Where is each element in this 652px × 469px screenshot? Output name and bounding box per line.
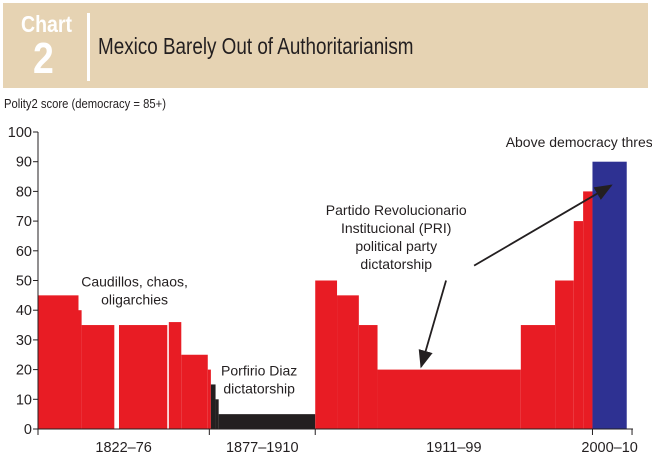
bar: [210, 384, 216, 429]
bar: [81, 325, 115, 429]
bar: [118, 325, 168, 429]
bar: [337, 295, 359, 429]
y-tick-label: 30: [16, 333, 32, 349]
bar: [573, 221, 584, 429]
y-tick-label: 20: [16, 363, 32, 379]
bar: [555, 280, 574, 429]
x-period-label: 2000–10: [581, 440, 637, 456]
y-tick-label: 10: [16, 392, 32, 408]
y-tick-label: 70: [16, 214, 32, 230]
y-tick-label: 50: [16, 274, 32, 290]
bar: [583, 191, 593, 429]
y-tick-label: 60: [16, 244, 32, 260]
bar: [520, 325, 556, 429]
annotation-text: Above democracy threshold: [506, 134, 652, 150]
bar: [315, 280, 338, 429]
bar: [207, 369, 211, 429]
bar: [168, 322, 182, 429]
chart-title: Mexico Barely Out of Authoritarianism: [98, 33, 414, 59]
bar: [218, 414, 316, 429]
bar: [358, 325, 378, 429]
y-tick-label: 0: [24, 422, 32, 438]
y-axis-label: Polity2 score (democracy = 85+): [4, 97, 166, 111]
chart-word: Chart: [21, 11, 73, 37]
chart-header: Chart 2 Mexico Barely Out of Authoritari…: [3, 3, 648, 88]
annotation-text: Partido Revolucionario: [326, 202, 467, 218]
annotation-text: Porfirio Diaz: [221, 363, 297, 379]
y-tick-label: 90: [16, 155, 32, 171]
annotation-text: dictatorship: [360, 256, 432, 272]
x-period-label: 1911–99: [426, 440, 481, 456]
bar: [78, 310, 82, 429]
bar: [181, 354, 208, 429]
y-tick-label: 80: [16, 184, 32, 200]
annotation-text: Caudillos, chaos,: [81, 273, 188, 289]
bar: [215, 399, 219, 429]
x-period-label: 1877–1910: [226, 440, 299, 456]
annotation-text: dictatorship: [223, 381, 295, 397]
y-tick-label: 100: [8, 125, 32, 141]
y-tick-label: 40: [16, 303, 32, 319]
header-divider: [87, 13, 90, 81]
annotation-arrow: [473, 184, 613, 267]
annotation-text: political party: [355, 238, 437, 254]
chart-number: 2: [33, 34, 54, 83]
annotation-text: oligarchies: [101, 291, 168, 307]
bar: [38, 295, 79, 429]
bar: [377, 369, 521, 429]
annotation-text: Institucional (PRI): [341, 220, 451, 236]
x-period-label: 1822–76: [95, 440, 151, 456]
annotation-arrow: [418, 280, 447, 369]
bar: [592, 161, 627, 429]
